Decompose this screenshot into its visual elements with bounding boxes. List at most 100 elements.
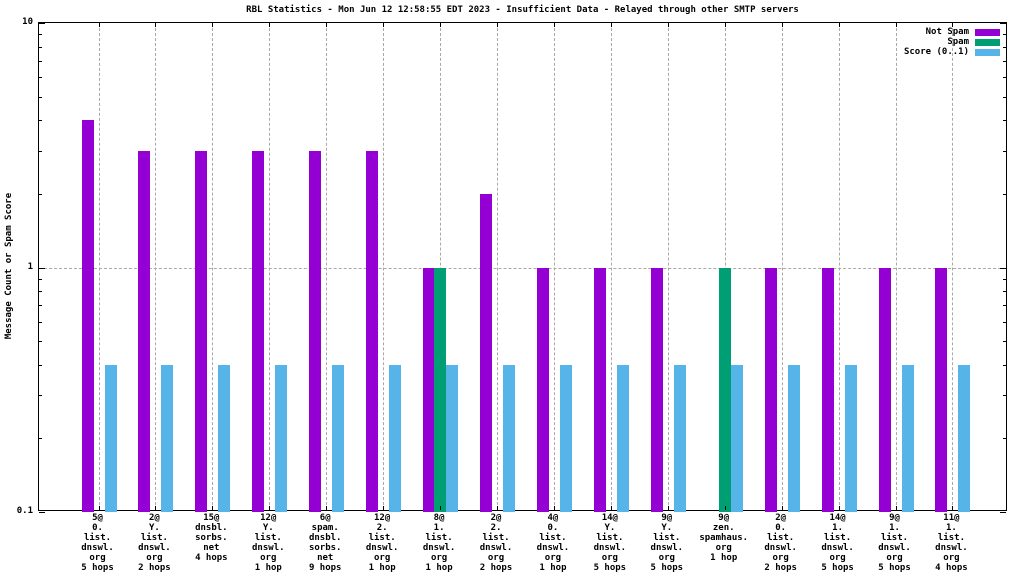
x-tick-bottom <box>155 506 157 510</box>
y-tick-minor-right <box>1003 77 1006 79</box>
y-tick-minor-right <box>1003 364 1006 366</box>
y-tick-minor-right <box>1003 46 1006 48</box>
legend-swatch-not-spam <box>975 28 1000 36</box>
x-tick-bottom <box>383 506 385 510</box>
y-tick-label: 10 <box>22 17 33 27</box>
x-tick-top <box>553 23 555 27</box>
y-tick-minor-left <box>39 305 42 307</box>
legend-swatch-spam <box>975 38 1000 46</box>
y-tick-minor-left <box>39 34 42 36</box>
legend-row-score: Score (0..1) <box>904 47 1000 57</box>
bar-score <box>901 364 914 512</box>
y-tick-minor-left <box>39 193 42 195</box>
legend-row-spam: Spam <box>904 37 1000 47</box>
y-tick-minor-left <box>39 364 42 366</box>
x-tick-bottom <box>610 506 612 510</box>
y-tick-minor-right <box>1003 305 1006 307</box>
bar-not-spam <box>195 150 208 512</box>
y-tick-minor-right <box>1003 291 1006 293</box>
grid-vline <box>326 23 328 510</box>
x-tick-bottom <box>724 506 726 510</box>
grid-vline <box>553 23 555 510</box>
y-tick-major-left <box>39 23 45 24</box>
x-tick-bottom <box>326 506 328 510</box>
legend: Not Spam Spam Score (0..1) <box>904 27 1000 57</box>
y-tick-minor-right <box>1003 60 1006 62</box>
bar-score <box>161 364 174 512</box>
y-tick-major-right <box>1000 23 1006 24</box>
y-tick-minor-left <box>39 321 42 323</box>
grid-vline <box>440 23 442 510</box>
bar-not-spam <box>81 120 94 512</box>
x-category-label: 4@ 0. list. dnswl. org 1 hop <box>536 513 570 573</box>
y-tick-minor-right <box>1003 438 1006 440</box>
y-tick-minor-left <box>39 120 42 122</box>
bar-not-spam <box>480 193 492 512</box>
plot-area: Not Spam Spam Score (0..1) <box>38 22 1007 513</box>
x-tick-top <box>724 23 726 27</box>
x-category-label: 2@ 0. list. dnswl. org 2 hops <box>764 513 797 573</box>
grid-vline <box>383 23 385 510</box>
y-tick-minor-left <box>39 438 42 440</box>
x-tick-bottom <box>440 506 442 510</box>
y-tick-major-left <box>39 267 45 269</box>
bar-score <box>104 364 117 512</box>
grid-vline <box>269 23 271 510</box>
y-tick-minor-right <box>1003 321 1006 323</box>
bar-score <box>503 364 515 512</box>
grid-vline <box>667 23 669 510</box>
x-tick-top <box>98 23 100 27</box>
bar-score <box>446 364 459 512</box>
y-tick-minor-right <box>1003 395 1006 397</box>
bar-score <box>616 364 629 512</box>
y-tick-minor-right <box>1003 150 1006 152</box>
bar-not-spam <box>536 267 549 512</box>
x-category-label: 5@ 0. list. dnswl. org 5 hops <box>81 513 114 573</box>
legend-row-not-spam: Not Spam <box>904 27 1000 37</box>
x-tick-top <box>440 23 442 27</box>
grid-vline <box>895 23 897 510</box>
grid-vline <box>212 23 214 510</box>
bar-score <box>673 364 686 512</box>
y-tick-minor-right <box>1003 278 1006 280</box>
bar-spam <box>434 267 447 512</box>
x-tick-top <box>497 23 498 27</box>
grid-vline <box>781 23 783 510</box>
legend-label-spam: Spam <box>947 37 969 47</box>
y-tick-minor-left <box>39 60 42 62</box>
x-category-label: 9@ zen. spamhaus. org 1 hop <box>699 513 749 563</box>
bar-score <box>730 364 743 512</box>
y-tick-minor-right <box>1003 341 1006 343</box>
y-tick-major-right <box>1000 512 1006 513</box>
x-tick-top <box>326 23 328 27</box>
bar-not-spam <box>593 267 606 512</box>
y-tick-minor-left <box>39 291 42 293</box>
x-tick-top <box>895 23 897 27</box>
y-tick-major-left <box>39 512 45 513</box>
y-tick-minor-right <box>1003 120 1006 122</box>
bar-not-spam <box>366 150 379 512</box>
bar-not-spam <box>309 150 322 512</box>
x-tick-bottom <box>781 506 783 510</box>
y-tick-label: 0.1 <box>16 506 33 516</box>
bar-score <box>218 364 231 512</box>
bar-not-spam <box>821 267 834 512</box>
bar-score <box>559 364 572 512</box>
bar-not-spam <box>935 267 948 512</box>
grid-vline <box>724 23 726 510</box>
x-tick-bottom <box>952 506 954 510</box>
grid-vline <box>610 23 612 510</box>
x-tick-bottom <box>269 506 271 510</box>
bar-score <box>389 364 402 512</box>
bar-not-spam <box>423 267 436 512</box>
y-tick-minor-left <box>39 46 42 48</box>
x-tick-top <box>212 23 214 27</box>
y-tick-minor-left <box>39 278 42 280</box>
y-tick-minor-left <box>39 395 42 397</box>
chart-title: RBL Statistics - Mon Jun 12 12:58:55 EDT… <box>246 5 799 15</box>
bar-score <box>332 364 345 512</box>
x-tick-bottom <box>98 506 100 510</box>
x-category-label: 6@ spam. dnsbl. sorbs. net 9 hops <box>308 513 342 573</box>
grid-vline <box>497 23 498 510</box>
